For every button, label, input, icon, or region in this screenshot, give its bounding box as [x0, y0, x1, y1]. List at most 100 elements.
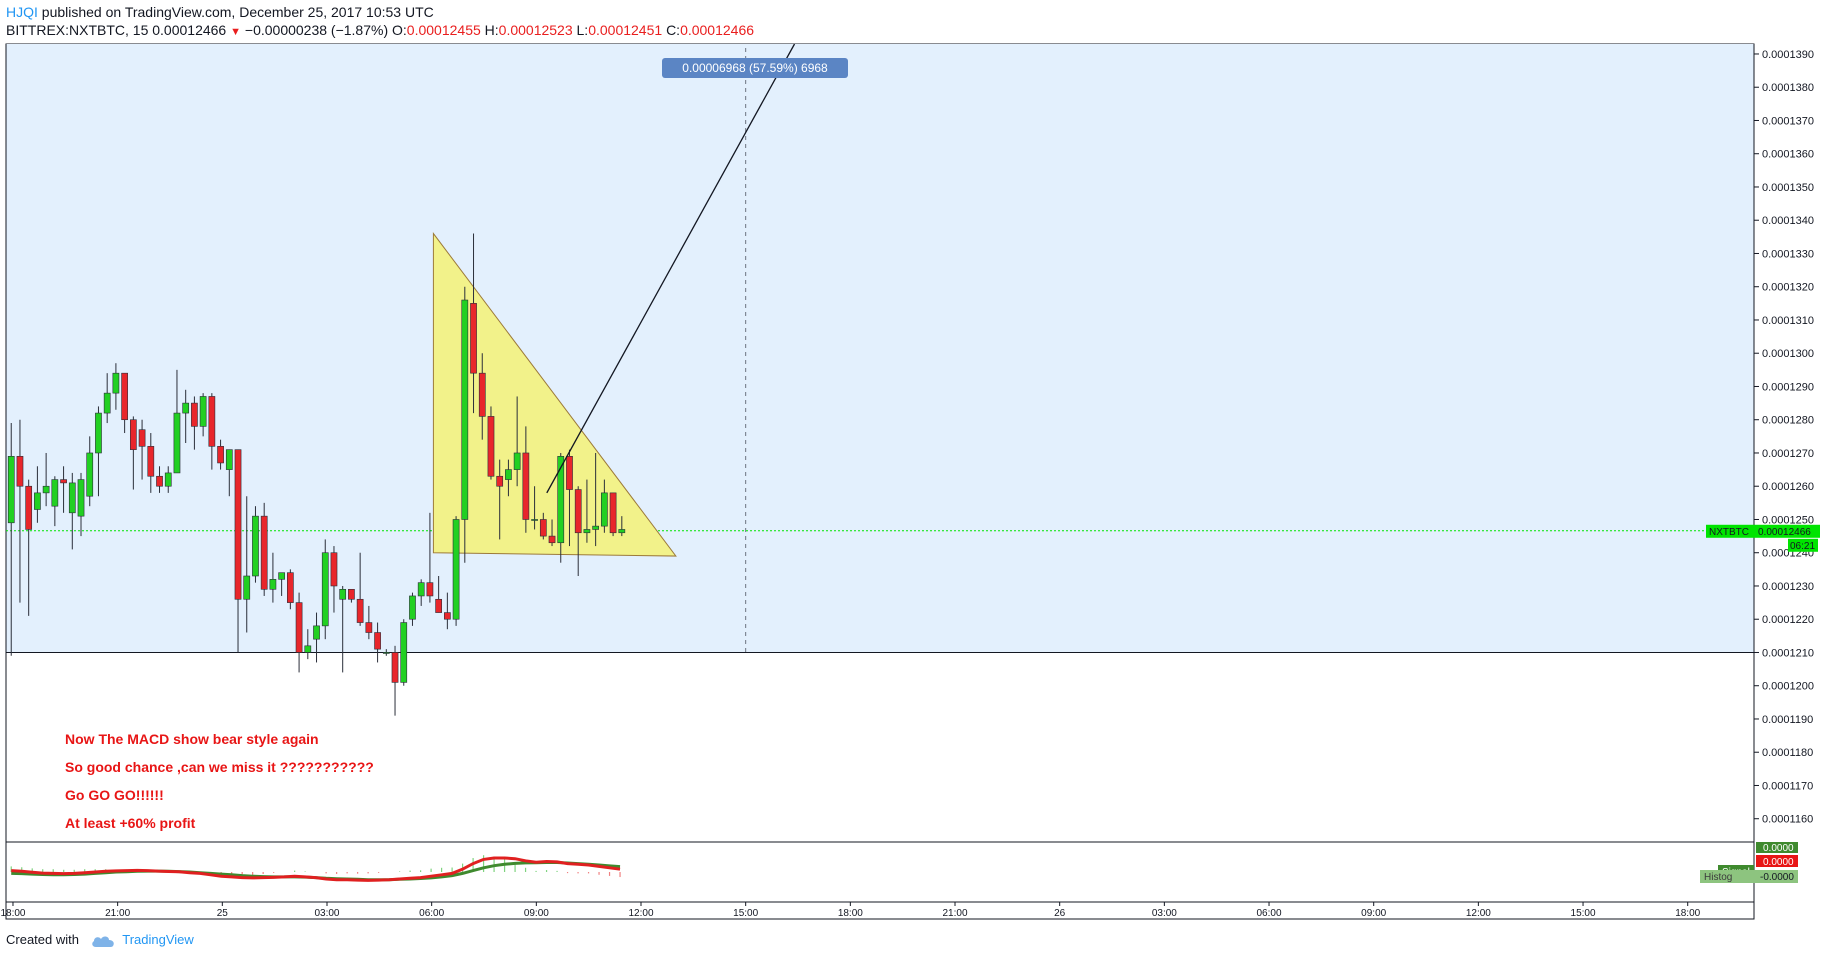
candle [313, 612, 320, 663]
annotation-line-1: Now The MACD show bear style again [65, 731, 319, 747]
price-tick-label: 0.0001280 [1762, 415, 1814, 427]
price-axis[interactable]: 0.0001390 0.0001380 0.0001370 0.0001360 0.00… [1754, 49, 1814, 826]
candle [121, 372, 128, 434]
candle-body [374, 632, 381, 650]
macd-zero-tag: 0.0000 [1763, 843, 1794, 854]
candle-body [86, 452, 94, 497]
candle [339, 585, 347, 673]
candle [452, 516, 460, 626]
candle [400, 619, 408, 686]
price-tick-label: 0.0001360 [1762, 149, 1814, 161]
candle-body [68, 482, 76, 514]
time-tick-label: 25 [217, 908, 229, 919]
candle [391, 645, 399, 716]
candle-body [505, 469, 512, 480]
candle [191, 396, 198, 450]
candlestick-series [7, 233, 626, 716]
annotation-line-2: So good chance ,can we miss it ?????????… [65, 759, 374, 775]
candle [618, 516, 626, 537]
candle-body [34, 492, 41, 510]
time-tick-label: 18:00 [1675, 908, 1700, 919]
candle-body [25, 485, 33, 530]
candle-body [103, 392, 111, 414]
candle [601, 479, 608, 533]
candle [173, 369, 181, 474]
candle [234, 449, 242, 653]
open-value: 0.00012455 [406, 22, 481, 38]
last-price: 0.00012466 [152, 22, 227, 38]
low-label: L: [576, 22, 589, 38]
candle [548, 519, 556, 547]
candle [208, 393, 216, 470]
candle [574, 486, 582, 576]
candle [426, 512, 434, 603]
time-tick-label: 12:00 [628, 908, 653, 919]
trend-line-drawing[interactable] [546, 43, 796, 494]
date-price-range-box[interactable] [6, 44, 1754, 653]
candle [129, 416, 137, 490]
candle-body [444, 612, 451, 620]
candle-body [339, 588, 347, 600]
candle-body [601, 492, 608, 527]
tradingview-link[interactable]: TradingView [122, 932, 194, 947]
candle-body [138, 429, 146, 447]
candle-body [487, 416, 495, 477]
candle-body [513, 452, 521, 470]
price-tick-label: 0.0001190 [1762, 714, 1813, 726]
time-tick-label: 09:00 [524, 908, 549, 919]
candle-body [77, 479, 85, 517]
time-tick-label: 03:00 [314, 908, 339, 919]
chart-annotations: Now The MACD show bear style again So go… [65, 731, 374, 831]
candle [531, 486, 538, 530]
candle [103, 373, 111, 424]
candle [68, 472, 76, 550]
candle-body [321, 552, 329, 627]
candle-body [287, 572, 294, 603]
candle-body [313, 625, 320, 640]
time-tick-label: 21:00 [942, 908, 967, 919]
price-tick-label: 0.0001330 [1762, 248, 1814, 260]
candle [365, 605, 373, 640]
price-tick-label: 0.0001170 [1762, 780, 1813, 792]
candle-body [496, 475, 504, 487]
candle [356, 552, 364, 626]
annotation-line-4: At least +60% profit [65, 815, 196, 831]
candle [60, 466, 67, 513]
histogram-value-tag: -0.0000 [1760, 872, 1794, 883]
candle-body [95, 412, 102, 454]
histogram-tag: Histog [1704, 872, 1732, 883]
price-tick-label: 0.0001300 [1762, 348, 1814, 360]
candle-body [304, 645, 312, 653]
candle-body [426, 582, 434, 597]
symbol-interval[interactable]: BITTREX:NXTBTC, 15 [6, 22, 149, 38]
candle [583, 479, 591, 543]
candle [295, 592, 303, 673]
candle-body [539, 519, 547, 537]
candle-body [16, 455, 24, 487]
candle [417, 579, 425, 606]
candle [487, 406, 495, 480]
candle-body [243, 575, 251, 600]
time-tick-label: 26 [1054, 908, 1066, 919]
symbol-ohlc-header: BITTREX:NXTBTC, 15 0.00012466 ▼ −0.00000… [6, 21, 754, 39]
candle [374, 622, 381, 663]
candle-body [260, 515, 268, 590]
time-axis[interactable]: 18:00 21:00 25 03:00 06:00 09:00 12:00 15:00 18:… [0, 902, 1701, 919]
price-tick-label: 0.0001310 [1762, 315, 1814, 327]
candle [7, 423, 15, 656]
candle [51, 476, 59, 527]
high-value: 0.00012523 [498, 22, 573, 38]
price-chart[interactable]: 0.00006968 (57.59%) 6968 Now The MACD sh… [0, 0, 1824, 930]
candle-body [461, 299, 469, 520]
candle [539, 512, 547, 540]
candle [86, 436, 94, 507]
time-tick-label: 09:00 [1361, 908, 1386, 919]
price-tick-label: 0.0001160 [1762, 814, 1813, 826]
publication-header: HJQI published on TradingView.com, Decem… [6, 3, 434, 21]
candle-body [156, 475, 163, 487]
candle [444, 592, 451, 630]
candle-body [121, 372, 128, 421]
author-link[interactable]: HJQI [6, 4, 38, 20]
candle-body [609, 492, 617, 534]
candle-body [129, 419, 137, 450]
